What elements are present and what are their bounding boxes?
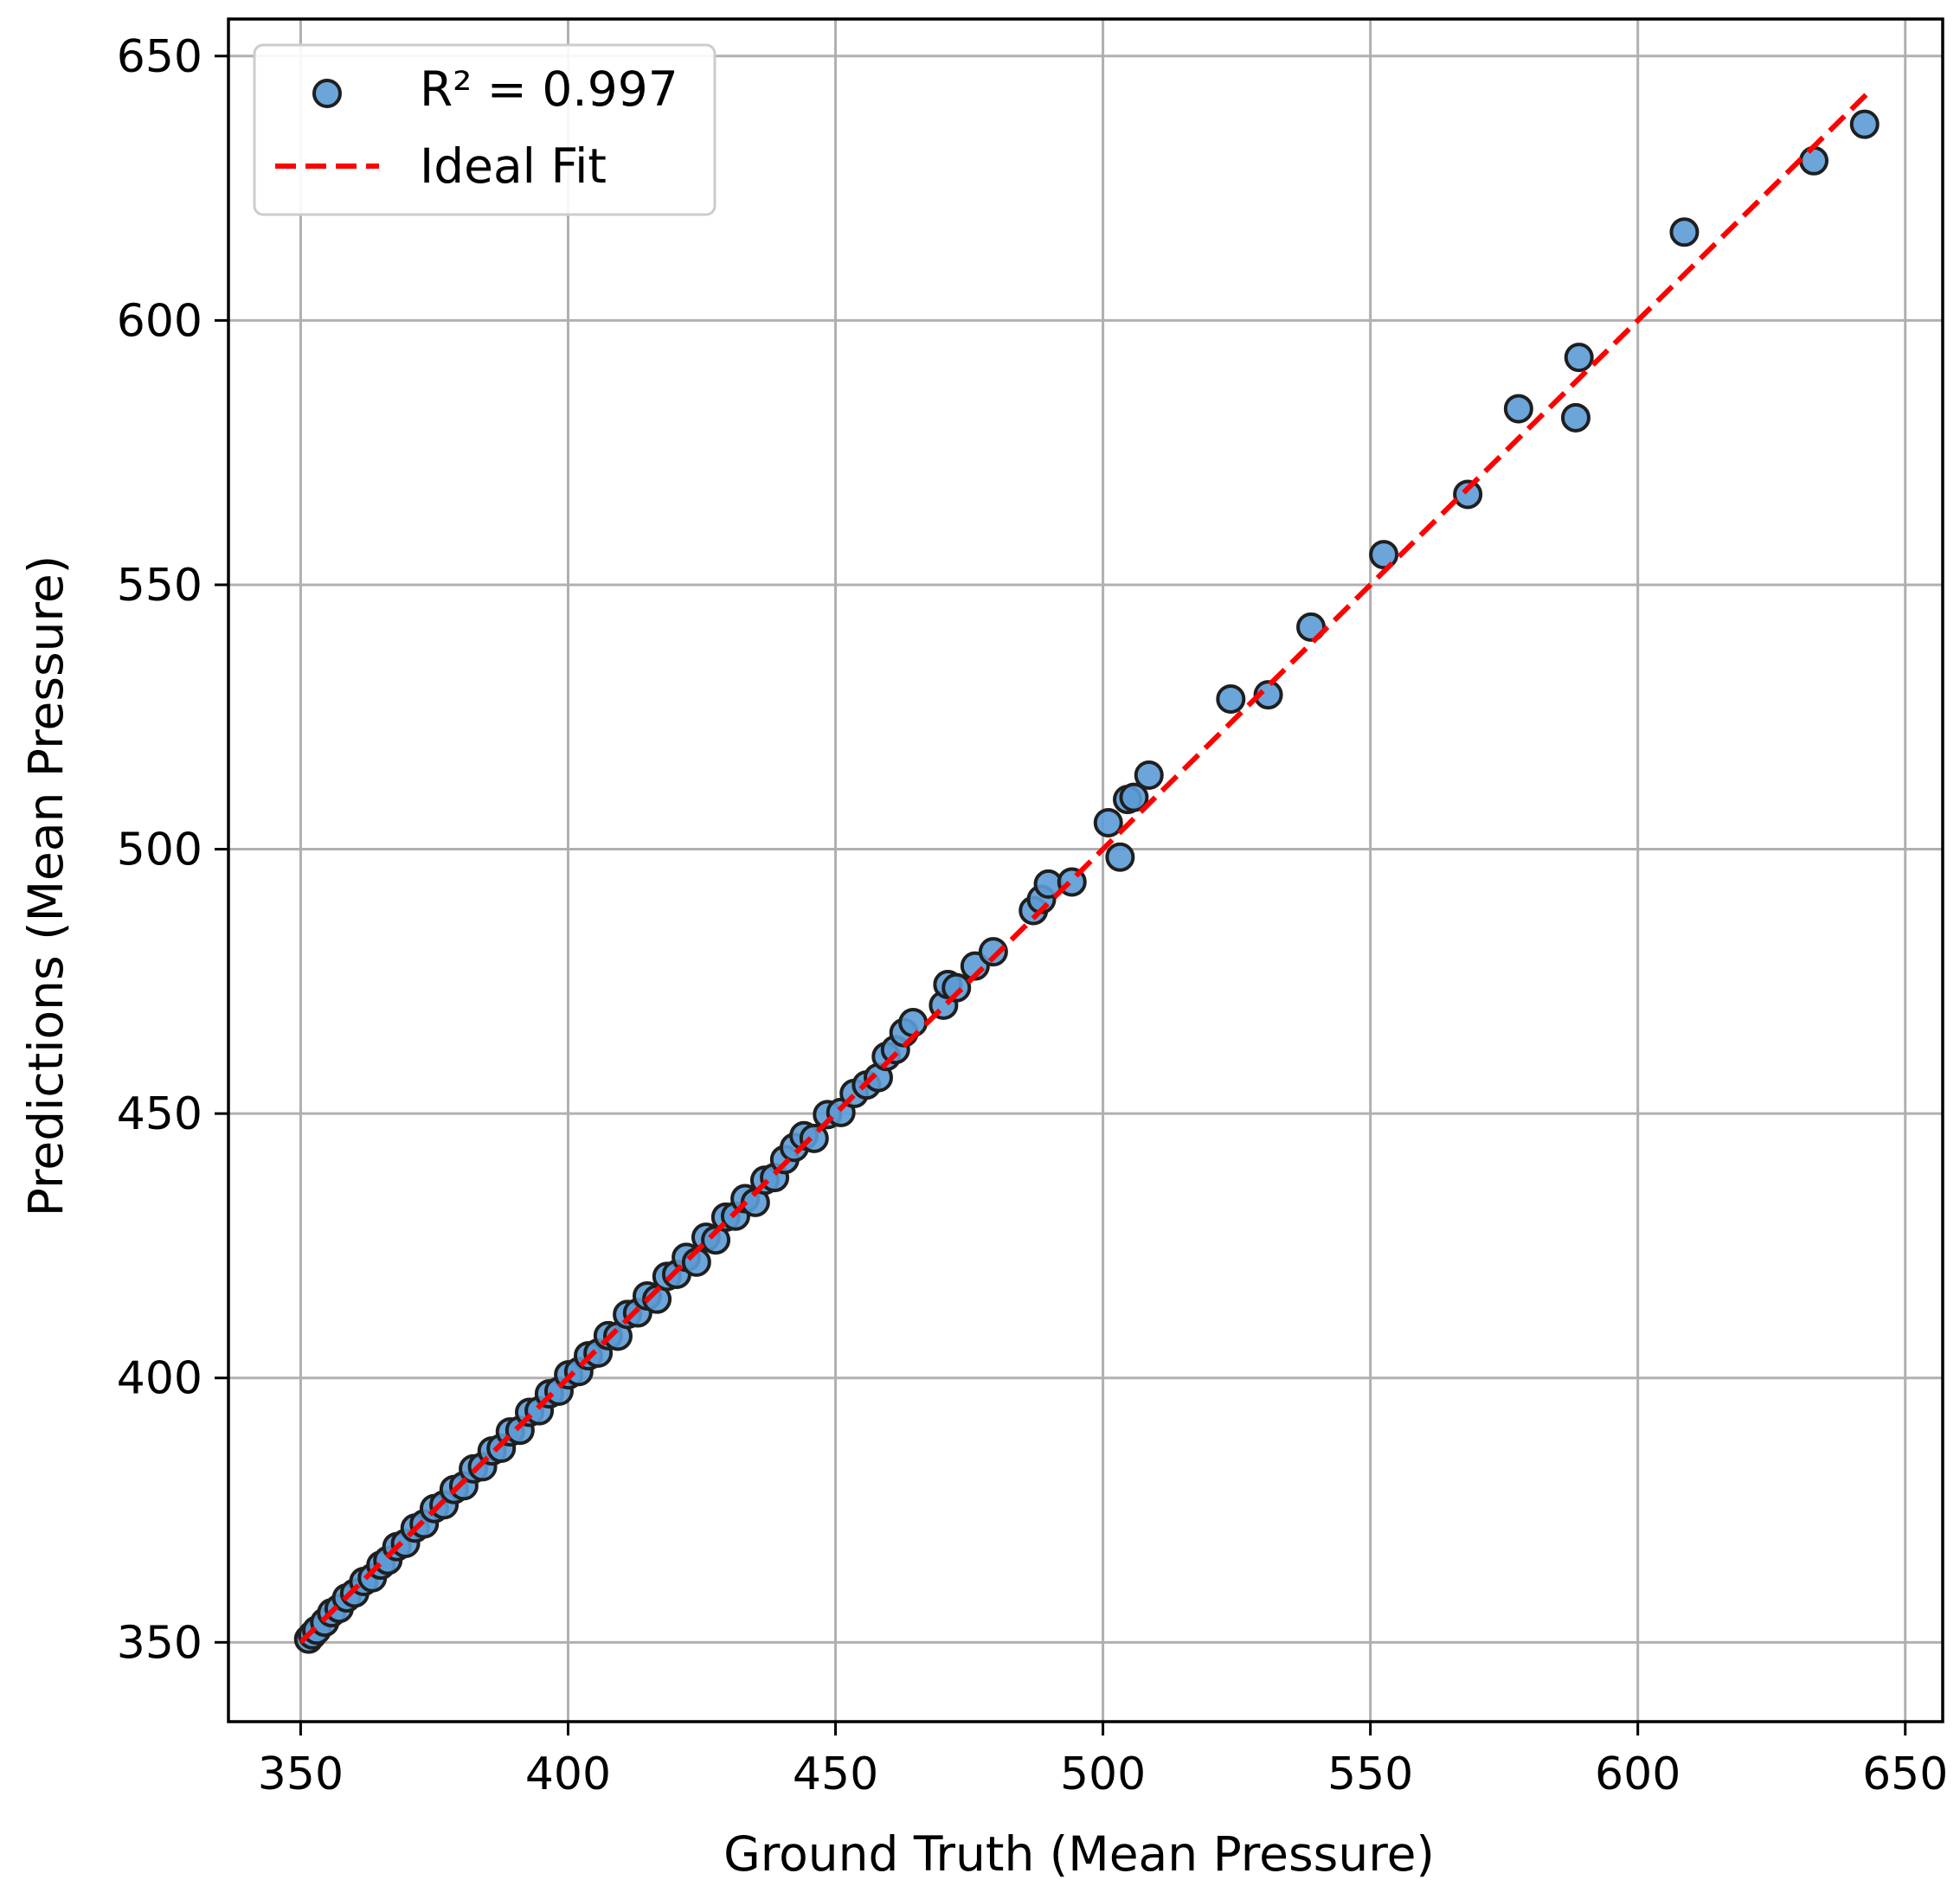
x-tick-label: 550 [1327,1748,1413,1800]
data-point [1369,540,1399,570]
data-point [1105,842,1135,872]
x-tick-label: 350 [258,1748,344,1800]
y-tick-label: 400 [117,1353,202,1405]
y-tick-label: 650 [117,31,202,83]
data-point [1849,109,1880,139]
y-tick-labels: 350 400 450 500 550 600 650 [117,31,202,1670]
legend-frame [253,43,717,216]
x-tick-label: 500 [1060,1748,1146,1800]
y-tick-label: 500 [117,824,202,876]
x-tick-label: 600 [1595,1748,1680,1800]
ideal-fit-layer [299,91,1870,1645]
x-tick-labels: 350 400 450 500 550 600 650 [258,1748,1949,1800]
data-point [1134,760,1164,790]
data-point [978,937,1008,967]
y-tick-label: 600 [117,295,202,347]
legend-scatter-marker [312,79,342,108]
data-point [1253,680,1283,710]
data-point [1669,217,1700,247]
ideal-fit-line [299,91,1870,1645]
x-tick-label: 650 [1862,1748,1948,1800]
data-point [1560,402,1590,433]
y-tick-label: 550 [117,560,202,612]
data-point [1564,343,1594,373]
axes [215,17,1944,1735]
data-point [1799,145,1829,176]
y-tick-label: 450 [117,1088,202,1140]
legend-ideal-label: Ideal Fit [420,138,607,194]
data-point [1119,782,1149,812]
data-point [1503,394,1533,424]
x-tick-label: 400 [525,1748,611,1800]
data-point [941,972,972,1003]
legend-scatter-label: R² = 0.997 [420,61,678,117]
x-tick-label: 450 [793,1748,878,1800]
data-point [1216,683,1246,714]
data-point [1093,807,1123,837]
grid-lines [228,19,1943,1722]
y-tick-label: 350 [117,1617,202,1669]
plot-frame [227,17,1944,1723]
legend: R² = 0.997 Ideal Fit [253,43,717,216]
data-point [898,1008,929,1038]
data-point [1453,479,1483,510]
x-axis-title: Ground Truth (Mean Pressure) [723,1826,1435,1882]
y-axis-title: Predictions (Mean Pressure) [18,555,74,1216]
